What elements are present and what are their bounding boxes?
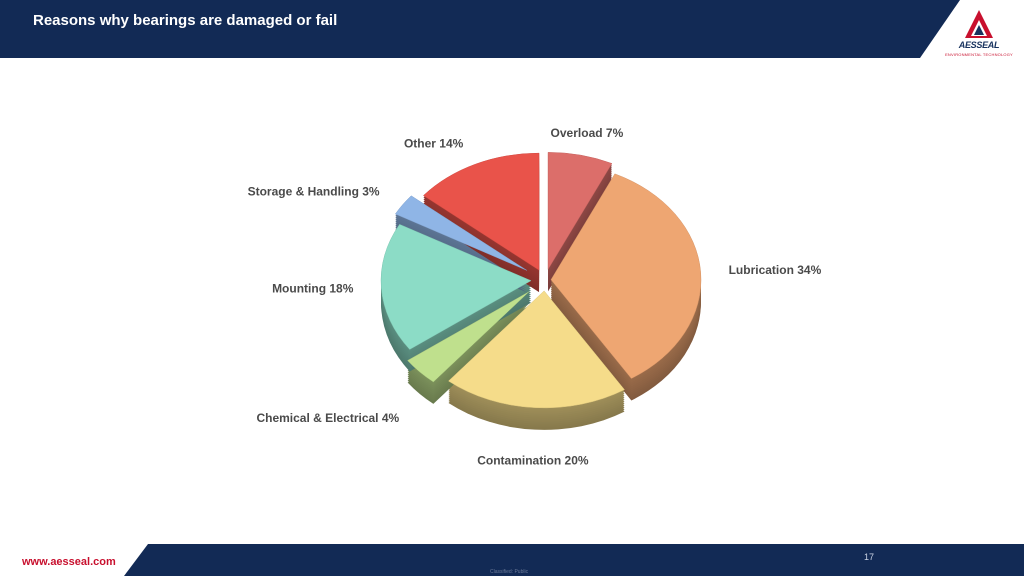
pie-slice-chemical-electrical [407,291,530,383]
pie-label-contamination: Contamination 20% [477,454,589,468]
pie-slice-storage-handling [394,195,527,271]
footer-background [124,544,1024,576]
page-number: 17 [864,552,875,562]
logo-tagline: ENVIRONMENTAL TECHNOLOGY [945,52,1013,57]
pie-slice-lubrication [550,173,702,379]
aesseal-logo: AESSEAL ENVIRONMENTAL TECHNOLOGY [944,8,1014,62]
pie-slice-contamination [448,290,625,409]
pie-label-other: Other 14% [404,137,464,151]
website-link[interactable]: www.aesseal.com [22,556,116,568]
pie-slice-other [423,152,540,271]
pie-slice-overload [547,152,613,271]
pie-label-overload: Overload 7% [551,126,624,140]
pie-label-chemical-electrical: Chemical & Electrical 4% [256,411,399,425]
header-background [0,0,960,58]
footer-bar [0,540,1024,576]
classification-label: Classified: Public [490,569,529,575]
pie-chart-svg: Overload 7% Lubrication 34% Contamination … [248,126,822,468]
slide-title: Reasons why bearings are damaged or fail [33,12,338,29]
header-bar: Reasons why bearings are damaged or fail [0,0,1024,60]
pie-chart: Overload 7% Lubrication 34% Contamination … [200,110,840,480]
logo-wordmark: AESSEAL [958,40,1000,50]
pie-label-lubrication: Lubrication 34% [729,263,822,277]
pie-label-storage-handling: Storage & Handling 3% [248,184,380,198]
logo-triangle-icon [965,10,993,38]
pie-label-mounting: Mounting 18% [272,282,354,296]
pie-slice-mounting [380,224,532,350]
